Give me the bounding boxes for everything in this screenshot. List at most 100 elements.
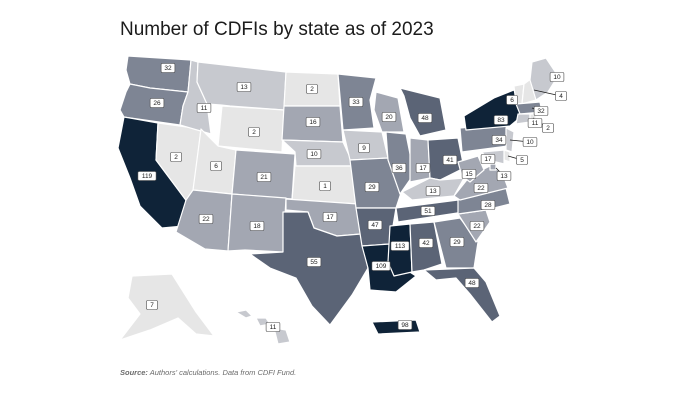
state-value: 119 (142, 173, 153, 180)
label-box (306, 84, 318, 94)
label-box (381, 112, 397, 122)
state-label-ia: 9 (358, 143, 370, 153)
state-in (409, 137, 431, 183)
state-label-al: 42 (418, 238, 434, 248)
label-box (493, 115, 509, 125)
state-value: 109 (376, 263, 387, 270)
label-box (170, 152, 182, 162)
source-note: Source: Authors' calculations. Data from… (120, 368, 296, 377)
state-value: 2 (310, 86, 314, 93)
chart-title: Number of CDFIs by state as of 2023 (120, 19, 434, 40)
state-value: 48 (421, 115, 429, 122)
state-value: 32 (164, 65, 172, 72)
label-box (256, 172, 272, 182)
state-label-md: 13 (496, 171, 512, 181)
label-box (348, 97, 364, 107)
state-label-ar: 47 (367, 220, 383, 230)
state-il (385, 131, 415, 195)
state-label-hi: 11 (265, 322, 281, 332)
state-label-ct: 11 (527, 118, 543, 128)
state-value: 10 (526, 139, 534, 146)
state-value: 2 (252, 129, 256, 136)
label-box (491, 135, 507, 145)
label-box (391, 163, 407, 173)
state-label-or: 26 (149, 98, 165, 108)
label-box (480, 154, 496, 164)
label-box (364, 182, 380, 192)
state-label-az: 22 (198, 214, 214, 224)
label-box (306, 257, 322, 267)
state-pr (371, 319, 421, 335)
state-label-me: 10 (549, 72, 565, 82)
state-dc (489, 163, 497, 171)
label-box (496, 171, 512, 181)
state-label-de: 5 (516, 155, 528, 165)
state-value: 5 (520, 157, 524, 164)
state-fl (423, 267, 501, 323)
label-box (542, 123, 554, 133)
state-label-nj: 10 (522, 137, 538, 147)
label-box (198, 214, 214, 224)
label-box (469, 221, 485, 231)
state-label-tx: 55 (306, 257, 322, 267)
state-label-mo: 29 (364, 182, 380, 192)
state-value: 34 (495, 137, 503, 144)
state-value: 42 (422, 240, 430, 247)
state-label-tn: 51 (420, 206, 436, 216)
label-box (390, 241, 410, 251)
label-box (397, 320, 413, 330)
state-label-mt: 13 (236, 82, 252, 92)
label-box (555, 91, 567, 101)
state-value: 28 (484, 202, 492, 209)
state-me (529, 57, 559, 101)
state-value: 21 (260, 174, 268, 181)
state-value: 13 (240, 84, 248, 91)
label-box (137, 171, 157, 181)
label-box (442, 155, 458, 165)
state-label-wy: 2 (248, 127, 260, 137)
state-label-oh: 41 (442, 155, 458, 165)
state-value: 29 (453, 239, 461, 246)
state-value: 55 (310, 259, 318, 266)
state-value: 13 (500, 173, 508, 180)
label-box (417, 113, 433, 123)
state-value: 11 (201, 105, 208, 112)
state-label-ak: 7 (146, 300, 158, 310)
label-box (418, 238, 434, 248)
state-label-vt: 6 (506, 95, 518, 105)
label-box (358, 143, 370, 153)
state-label-nv: 2 (170, 152, 182, 162)
state-value: 83 (497, 117, 505, 124)
state-wi (373, 91, 405, 133)
state-label-va: 22 (473, 183, 489, 193)
label-box (522, 137, 538, 147)
state-value: 22 (477, 185, 485, 192)
state-value: 48 (468, 280, 476, 287)
state-value: 33 (352, 99, 360, 106)
state-label-ca: 119 (137, 171, 157, 181)
state-label-fl: 48 (464, 278, 480, 288)
label-box (367, 220, 383, 230)
label-box (473, 183, 489, 193)
state-label-wv: 15 (461, 169, 477, 179)
label-box (196, 103, 212, 113)
state-label-pa: 34 (491, 135, 507, 145)
state-value: 10 (310, 151, 318, 158)
state-value: 11 (532, 120, 539, 127)
label-box (210, 161, 222, 171)
state-label-il: 36 (391, 163, 407, 173)
state-value: 15 (465, 171, 473, 178)
state-value: 26 (153, 100, 161, 107)
state-value: 47 (371, 222, 379, 229)
label-box (480, 200, 496, 210)
state-label-id: 11 (196, 103, 212, 113)
state-label-wa: 32 (160, 63, 176, 73)
label-box (415, 163, 431, 173)
state-value: 36 (395, 165, 403, 172)
state-label-mi: 48 (417, 113, 433, 123)
state-label-nm: 18 (249, 221, 265, 231)
state-label-ms: 113 (390, 241, 410, 251)
state-tx (249, 211, 369, 326)
